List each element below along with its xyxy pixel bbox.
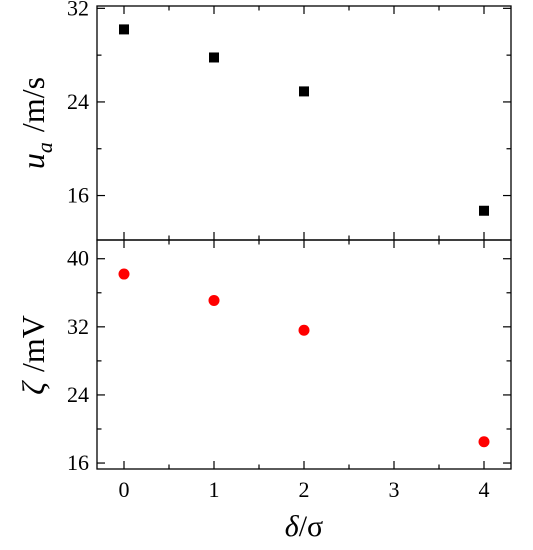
x-tick-label: 2 bbox=[299, 477, 310, 502]
x-axis-label-symbol: δ bbox=[285, 510, 300, 543]
top-y-axis-label-subscript: a bbox=[32, 142, 57, 153]
top-y-ticks: 16 24 32 bbox=[67, 0, 511, 208]
x-axis-label-rest: /σ bbox=[299, 510, 324, 543]
top-data-point bbox=[119, 24, 129, 35]
top-y-tick-label: 32 bbox=[67, 0, 89, 20]
top-y-tick-label: 24 bbox=[67, 89, 89, 114]
bottom-y-axis-label-symbol: ζ bbox=[15, 380, 51, 395]
bottom-data-point bbox=[208, 294, 220, 306]
bottom-y-tick-label: 16 bbox=[67, 450, 89, 475]
top-data-point bbox=[299, 86, 309, 97]
top-y-tick-label: 16 bbox=[67, 183, 89, 208]
bottom-y-axis-label-unit: /mV bbox=[15, 315, 51, 372]
bottom-data-point bbox=[298, 324, 310, 336]
bottom-data-points bbox=[118, 268, 490, 448]
bottom-panel: 16 24 32 40 0 1 2 3 4 ζ/mV δ/σ bbox=[15, 239, 512, 543]
bottom-y-tick-label: 24 bbox=[67, 382, 89, 407]
bottom-y-axis-label: ζ/mV bbox=[15, 315, 51, 395]
bottom-y-tick-label: 40 bbox=[67, 246, 89, 271]
top-plot-frame bbox=[96, 5, 512, 241]
top-y-axis-label-unit: /m/s bbox=[15, 77, 51, 132]
top-y-axis-label: ua/m/s bbox=[15, 77, 57, 169]
x-tick-label: 3 bbox=[389, 477, 400, 502]
top-data-point bbox=[479, 205, 489, 216]
x-axis-label: δ/σ bbox=[285, 510, 323, 543]
top-data-points bbox=[119, 24, 489, 216]
bottom-data-point bbox=[478, 436, 490, 448]
bottom-data-point bbox=[118, 268, 130, 280]
x-tick-label: 0 bbox=[119, 477, 130, 502]
bottom-plot-frame bbox=[96, 239, 512, 470]
top-data-point bbox=[209, 52, 219, 63]
top-x-ticks bbox=[123, 6, 485, 240]
top-y-axis-label-symbol: u bbox=[15, 153, 51, 169]
bottom-y-ticks: 16 24 32 40 bbox=[67, 246, 511, 475]
bottom-x-ticks: 0 1 2 3 4 bbox=[119, 240, 490, 502]
x-tick-label: 1 bbox=[209, 477, 220, 502]
top-panel: 16 24 32 ua/m/s bbox=[15, 0, 512, 241]
x-tick-label: 4 bbox=[479, 477, 490, 502]
bottom-y-tick-label: 32 bbox=[67, 314, 89, 339]
